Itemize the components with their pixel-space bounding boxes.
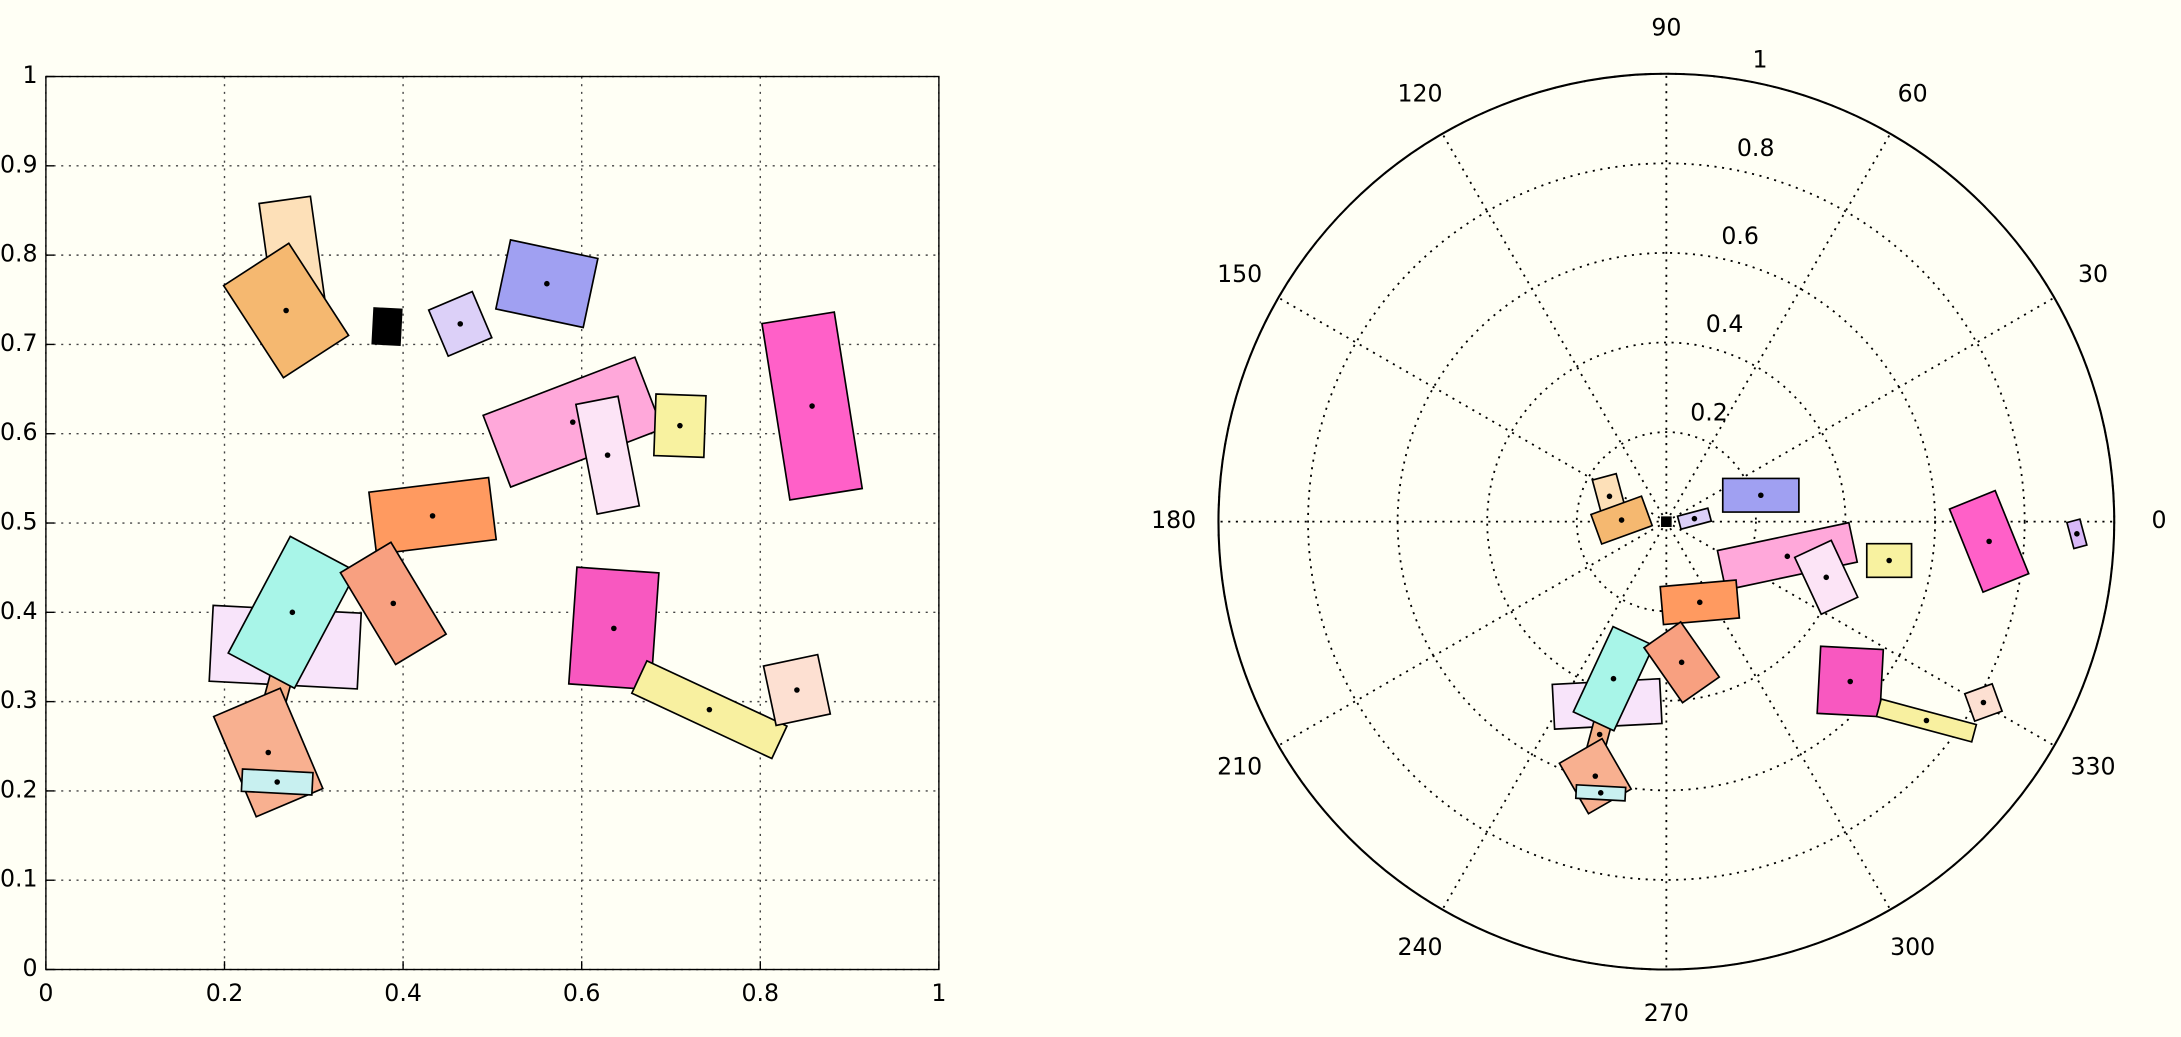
theta-tick-label: 180 — [1151, 506, 1196, 534]
theta-tick-label: 240 — [1397, 933, 1442, 961]
center-dot — [1663, 518, 1670, 525]
center-dot — [706, 706, 713, 713]
y-tick-label: 0.8 — [0, 240, 38, 268]
spoke — [1441, 133, 1668, 523]
center-dot — [457, 321, 464, 327]
x-tick-label: 0.8 — [742, 979, 780, 1007]
y-tick-label: 0.9 — [0, 150, 38, 178]
ring — [1307, 162, 2026, 881]
center-dot — [265, 749, 272, 756]
center-dot — [1696, 599, 1703, 606]
y-tick-label: 0.6 — [0, 418, 38, 446]
ring — [1396, 251, 1936, 792]
y-tick-label: 0.1 — [0, 865, 38, 893]
theta-tick-label: 60 — [1898, 79, 1928, 107]
center-dot — [611, 625, 617, 632]
theta-tick-label: 150 — [1217, 260, 1262, 288]
y-tick-label: 0.7 — [0, 329, 38, 357]
center-dot — [604, 452, 611, 458]
x-tick-label: 0.4 — [384, 979, 422, 1007]
r-tick-label: 0.4 — [1706, 310, 1744, 338]
center-dot — [809, 403, 815, 409]
center-dot — [1980, 699, 1987, 706]
spoke — [1278, 520, 1667, 747]
axes-frame — [45, 75, 940, 971]
center-dot — [1923, 717, 1930, 724]
theta-tick-label: 120 — [1397, 79, 1442, 107]
center-dot — [1986, 538, 1992, 545]
center-dot — [1823, 574, 1830, 581]
center-dot — [677, 422, 683, 429]
center-dot — [283, 307, 289, 314]
center-dot — [2074, 531, 2080, 537]
center-dot — [569, 419, 576, 425]
spoke — [1665, 521, 1892, 910]
theta-tick-label: 90 — [1651, 13, 1681, 41]
x-tick-label: 0 — [38, 979, 53, 1007]
center-dot — [794, 687, 800, 693]
spoke — [1665, 133, 1892, 523]
theta-tick-label: 300 — [1890, 933, 1935, 961]
r-tick-label: 1 — [1752, 46, 1767, 74]
r-tick-label: 0.6 — [1721, 222, 1759, 250]
theta-tick-label: 330 — [2070, 752, 2115, 780]
center-dot — [1784, 553, 1791, 560]
center-dot — [1596, 731, 1603, 738]
theta-tick-label: 270 — [1644, 999, 1689, 1027]
center-dot — [1610, 675, 1617, 682]
r-tick-label: 0.2 — [1690, 398, 1728, 426]
center-dot — [289, 609, 296, 616]
r-tick-label: 0.8 — [1737, 134, 1775, 162]
center-dot — [1592, 773, 1599, 779]
center-dot — [1597, 790, 1604, 796]
spoke — [1278, 296, 1667, 523]
y-tick-label: 1 — [23, 61, 38, 89]
center-dot — [1691, 515, 1698, 522]
ring — [1486, 341, 1847, 702]
theta-tick-label: 30 — [2078, 260, 2108, 288]
center-dot — [1606, 493, 1613, 500]
center-dot — [274, 779, 280, 785]
center-dot — [390, 600, 397, 607]
center-dot — [544, 280, 550, 287]
center-dot — [1847, 678, 1854, 685]
y-tick-label: 0.3 — [0, 686, 38, 714]
center-dot — [1758, 492, 1764, 499]
y-tick-label: 0.4 — [0, 597, 38, 625]
x-tick-label: 1 — [931, 979, 946, 1007]
center-dot — [1678, 659, 1685, 666]
y-tick-label: 0 — [23, 954, 38, 982]
x-tick-label: 0.6 — [563, 979, 601, 1007]
theta-tick-label: 0 — [2152, 506, 2167, 534]
center-dot — [1886, 557, 1892, 564]
theta-tick-label: 210 — [1217, 752, 1262, 780]
ring — [1575, 431, 1757, 613]
center-dot — [384, 323, 390, 330]
y-tick-label: 0.2 — [0, 775, 38, 803]
center-dot — [429, 513, 436, 519]
outer-circle — [1217, 72, 2116, 971]
y-tick-label: 0.5 — [0, 508, 38, 536]
x-tick-label: 0.2 — [206, 979, 244, 1007]
center-dot — [1618, 517, 1625, 523]
